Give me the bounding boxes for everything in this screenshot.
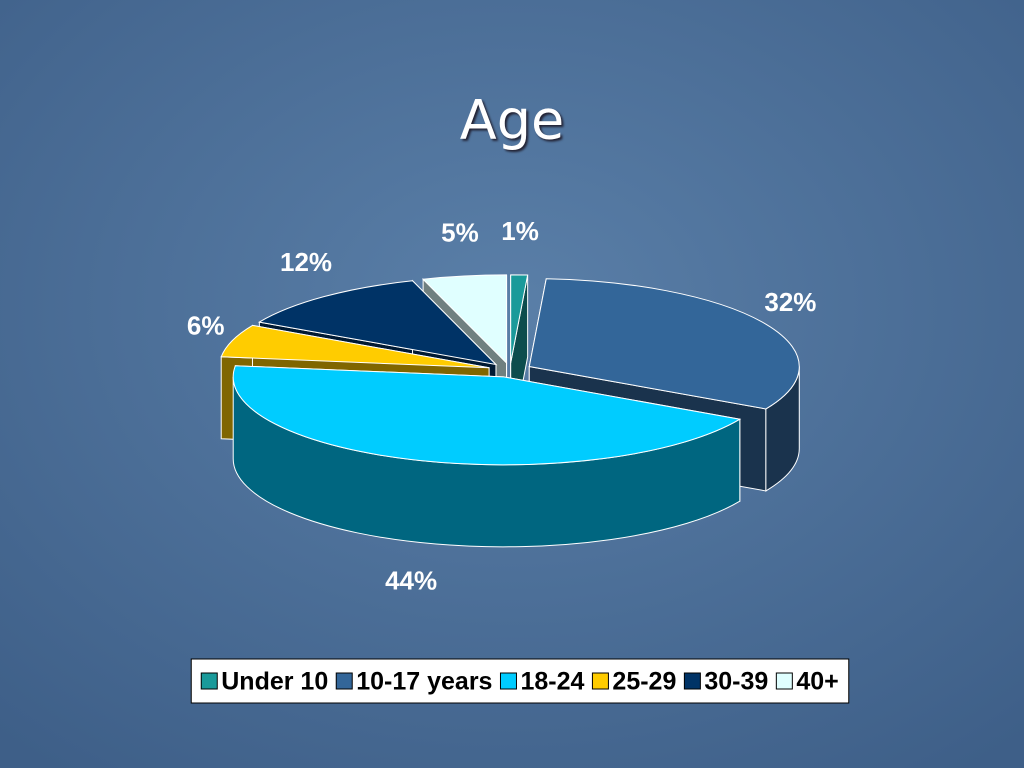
data-label: 1% bbox=[501, 216, 539, 246]
slice bbox=[422, 274, 508, 365]
slice bbox=[510, 274, 529, 363]
slice bbox=[257, 280, 498, 366]
pie bbox=[220, 274, 800, 548]
legend-swatch bbox=[335, 672, 353, 690]
data-label: 44% bbox=[385, 565, 437, 595]
slice bbox=[528, 278, 800, 410]
legend: Under 10 10-17 years 18-24 25-29 30-39 40+ bbox=[190, 658, 850, 704]
data-label: 6% bbox=[187, 310, 225, 340]
legend-swatch bbox=[591, 672, 609, 690]
legend-label: 40+ bbox=[796, 668, 838, 696]
slice bbox=[232, 365, 742, 466]
slice bbox=[220, 324, 490, 369]
legend-swatch bbox=[499, 672, 517, 690]
legend-swatch bbox=[200, 672, 218, 690]
legend-label: 30-39 bbox=[704, 668, 768, 696]
legend-swatch bbox=[775, 672, 793, 690]
legend-label: 18-24 bbox=[520, 668, 584, 696]
data-label: 32% bbox=[764, 287, 816, 317]
legend-label: Under 10 bbox=[221, 668, 328, 696]
legend-label: 10-17 years bbox=[356, 668, 492, 696]
chart-title: Age bbox=[460, 89, 564, 152]
data-label: 5% bbox=[441, 217, 479, 247]
legend-box bbox=[190, 658, 850, 704]
legend-swatch bbox=[683, 672, 701, 690]
legend-label: 25-29 bbox=[612, 668, 676, 696]
data-label: 12% bbox=[280, 247, 332, 277]
